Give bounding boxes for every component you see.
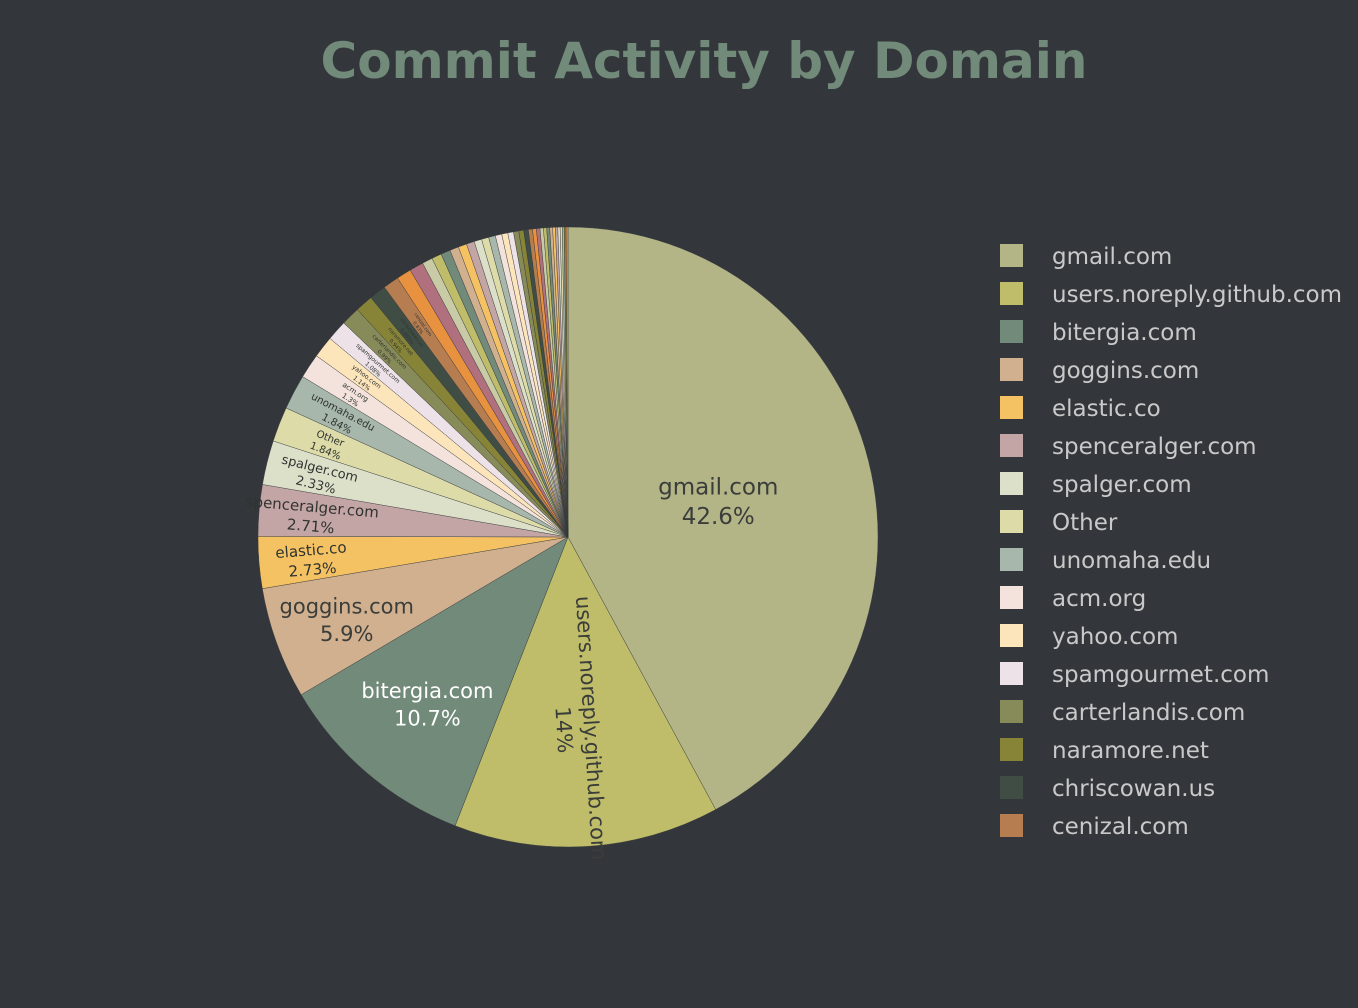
legend-label: acm.org <box>1052 586 1146 612</box>
legend-swatch <box>1000 814 1023 837</box>
legend-item[interactable]: spamgourmet.com <box>1000 662 1269 688</box>
legend-label: spalger.com <box>1052 472 1192 498</box>
slice-label-percent: 2.73% <box>288 559 337 581</box>
pie-slice[interactable] <box>454 536 716 848</box>
legend-swatch <box>1000 662 1023 685</box>
legend-label: carterlandis.com <box>1052 700 1245 726</box>
legend-item[interactable]: spalger.com <box>1000 472 1192 498</box>
chart-title: Commit Activity by Domain <box>321 32 1088 90</box>
legend-label: goggins.com <box>1052 358 1199 384</box>
slice-label-percent: 5.9% <box>320 622 373 646</box>
legend-item[interactable]: bitergia.com <box>1000 320 1197 346</box>
legend-item[interactable]: users.noreply.github.com <box>1000 282 1342 308</box>
legend-swatch <box>1000 510 1023 533</box>
legend-item[interactable]: unomaha.edu <box>1000 548 1211 574</box>
pie-slice[interactable] <box>300 536 569 826</box>
slice-label-name: goggins.com <box>280 595 414 619</box>
legend-label: bitergia.com <box>1052 320 1197 346</box>
legend-label: chriscowan.us <box>1052 776 1215 802</box>
legend-item[interactable]: acm.org <box>1000 586 1146 612</box>
legend-item[interactable]: goggins.com <box>1000 358 1199 384</box>
slice-label: goggins.com 5.9% <box>280 595 414 646</box>
slice-label-percent: 10.7% <box>394 706 461 730</box>
legend-item[interactable]: Other <box>1000 510 1118 536</box>
legend-swatch <box>1000 434 1023 457</box>
legend-item[interactable]: spenceralger.com <box>1000 434 1257 460</box>
legend-item[interactable]: carterlandis.com <box>1000 700 1245 726</box>
legend-label: cenizal.com <box>1052 814 1189 840</box>
legend-swatch <box>1000 472 1023 495</box>
pie-slices <box>257 226 879 848</box>
legend-label: users.noreply.github.com <box>1052 282 1342 308</box>
legend-swatch <box>1000 358 1023 381</box>
slice-label: gmail.com 42.6% <box>658 474 778 530</box>
legend-swatch <box>1000 282 1023 305</box>
slice-label-percent: 2.71% <box>286 515 335 537</box>
legend-swatch <box>1000 776 1023 799</box>
legend-item[interactable]: gmail.com <box>1000 244 1172 270</box>
pie-slice[interactable] <box>565 226 569 538</box>
legend-swatch <box>1000 624 1023 647</box>
legend-label: Other <box>1052 510 1118 536</box>
legend-swatch <box>1000 320 1023 343</box>
legend-label: gmail.com <box>1052 244 1172 270</box>
legend-swatch <box>1000 700 1023 723</box>
slice-label: elastic.co2.73% <box>275 538 348 581</box>
slice-label-name: gmail.com <box>658 474 778 500</box>
legend-label: yahoo.com <box>1052 624 1178 650</box>
legend-item[interactable]: chriscowan.us <box>1000 776 1215 802</box>
legend-swatch <box>1000 396 1023 419</box>
slice-label-percent: 42.6% <box>682 504 755 530</box>
legend-label: spenceralger.com <box>1052 434 1257 460</box>
legend-item[interactable]: cenizal.com <box>1000 814 1189 840</box>
legend-label: unomaha.edu <box>1052 548 1211 574</box>
slice-label-percent: 14% <box>550 706 577 754</box>
legend-item[interactable]: yahoo.com <box>1000 624 1178 650</box>
legend-swatch <box>1000 548 1023 571</box>
legend-swatch <box>1000 244 1023 267</box>
legend-item[interactable]: naramore.net <box>1000 738 1209 764</box>
legend-swatch <box>1000 738 1023 761</box>
legend-label: naramore.net <box>1052 738 1209 764</box>
legend: gmail.com users.noreply.github.com bitergi… <box>1000 244 1342 840</box>
legend-label: elastic.co <box>1052 396 1161 422</box>
legend-item[interactable]: elastic.co <box>1000 396 1161 422</box>
slice-label-name: bitergia.com <box>361 679 493 703</box>
slice-label-name: elastic.co <box>275 538 348 562</box>
pie-slice[interactable] <box>567 226 879 810</box>
legend-label: spamgourmet.com <box>1052 662 1269 688</box>
legend-swatch <box>1000 586 1023 609</box>
slice-label: bitergia.com 10.7% <box>361 679 493 730</box>
